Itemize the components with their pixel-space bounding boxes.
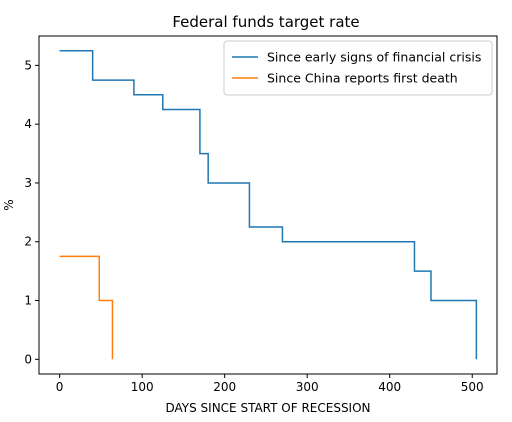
legend: Since early signs of financial crisis Sin…	[223, 40, 493, 96]
y-tick-label: 3	[24, 176, 32, 190]
x-axis-label: DAYS SINCE START OF RECESSION	[165, 401, 370, 415]
x-tick-label: 100	[131, 380, 154, 394]
y-tick-label: 1	[24, 294, 32, 308]
y-axis-label: %	[2, 199, 16, 210]
y-tick-label: 5	[24, 58, 32, 72]
chart-title: Federal funds target rate	[172, 13, 359, 31]
x-tick-label: 200	[213, 380, 236, 394]
series-layer	[59, 49, 478, 360]
x-tick-label: 0	[56, 380, 64, 394]
x-tick-label: 300	[296, 380, 319, 394]
x-tick-label: 400	[378, 380, 401, 394]
x-tick-label: 500	[461, 380, 484, 394]
y-tick-label: 4	[24, 117, 32, 131]
legend-frame	[223, 40, 493, 96]
series-line-1	[59, 49, 478, 360]
legend-label-2: Since China reports first death	[267, 71, 458, 86]
plot-frame	[38, 35, 498, 375]
y-tick-label: 0	[24, 352, 32, 366]
y-tick-label: 2	[24, 235, 32, 249]
legend-label-1: Since early signs of financial crisis	[267, 50, 481, 65]
series-line-2	[59, 255, 114, 360]
ticks-layer: 0 100 200 300 400 500 0 1 2 3 4 5	[24, 58, 483, 394]
